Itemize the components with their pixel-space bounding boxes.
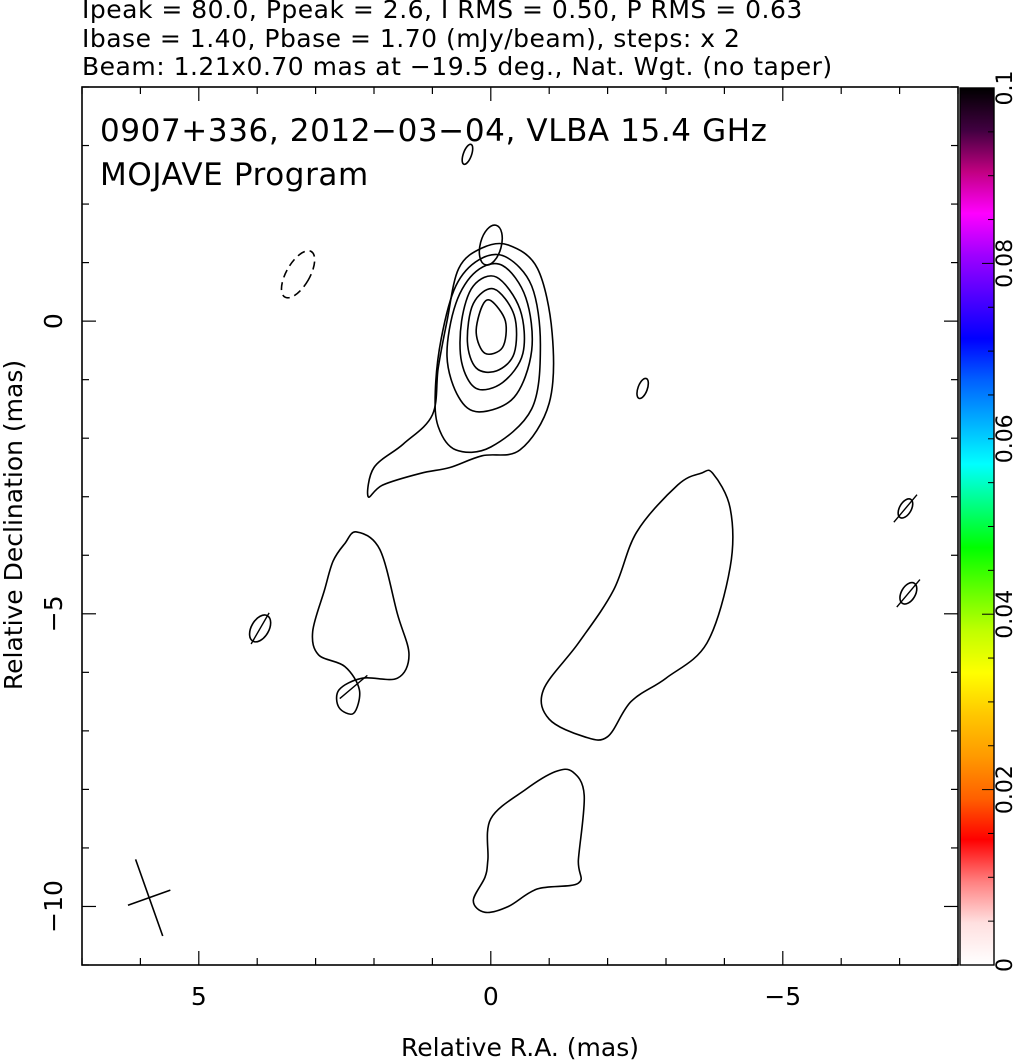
y-tick-label: 0 [39,313,68,329]
colorbar-tick-label: 0.06 [993,414,1018,463]
negative-contour [280,249,316,299]
x-tick-label: 0 [483,982,499,1011]
colorbar: 0 0.02 0.04 0.06 0.08 0.1 [959,71,1018,972]
chart-title: 0907+336, 2012−03−04, VLBA 15.4 GHz [100,113,767,149]
colorbar-tick-label: 0.02 [993,765,1018,814]
colorbar-tick-label: 0.04 [993,590,1018,639]
jet-knot-west-contour [540,469,734,741]
colorbar-tick-label: 0 [993,958,1018,972]
polarization-tick-3 [893,494,918,523]
core-contour-6 [475,298,508,355]
plot-frame [81,86,959,966]
y-axis-label: Relative Declination (mas) [0,360,28,690]
axes: 5 0 −5 0 −5 −10 [39,86,959,1011]
header-line-2: Ibase = 1.40, Pbase = 1.70 (mJy/beam), s… [82,24,741,53]
contour-layer [127,143,921,937]
core-contour-4 [459,275,526,391]
x-tick-label: 5 [191,982,207,1011]
small-contour-6 [897,498,914,519]
colorbar-tick-label: 0.08 [993,239,1018,288]
colorbar-tick-label: 0.1 [993,71,1018,106]
y-tick-label: −5 [39,595,68,632]
beam-minor-axis [127,889,171,906]
jet-knot-south-contour [472,768,586,914]
jet-knot-east-contour [311,531,410,715]
x-axis-label: Relative R.A. (mas) [401,1033,639,1060]
small-contour-2 [478,224,504,266]
small-contour-4 [636,377,650,400]
core-contour-5 [466,287,518,374]
core-contour-1 [366,242,555,499]
chart-subtitle: MOJAVE Program [100,157,369,193]
polarization-tick-1 [339,674,368,700]
x-tick-label: −5 [764,982,801,1011]
small-contour-7 [899,581,918,605]
header-line-3: Beam: 1.21x0.70 mas at −19.5 deg., Nat. … [82,52,833,81]
core-contour-2 [434,253,542,454]
polarization-tick-2 [250,612,270,645]
core-contour-3 [446,262,534,413]
header-line-1: Ipeak = 80.0, Ppeak = 2.6, I RMS = 0.50,… [82,0,803,24]
polarization-tick-4 [896,579,921,608]
y-tick-label: −10 [39,880,68,933]
small-contour-3 [461,143,474,166]
